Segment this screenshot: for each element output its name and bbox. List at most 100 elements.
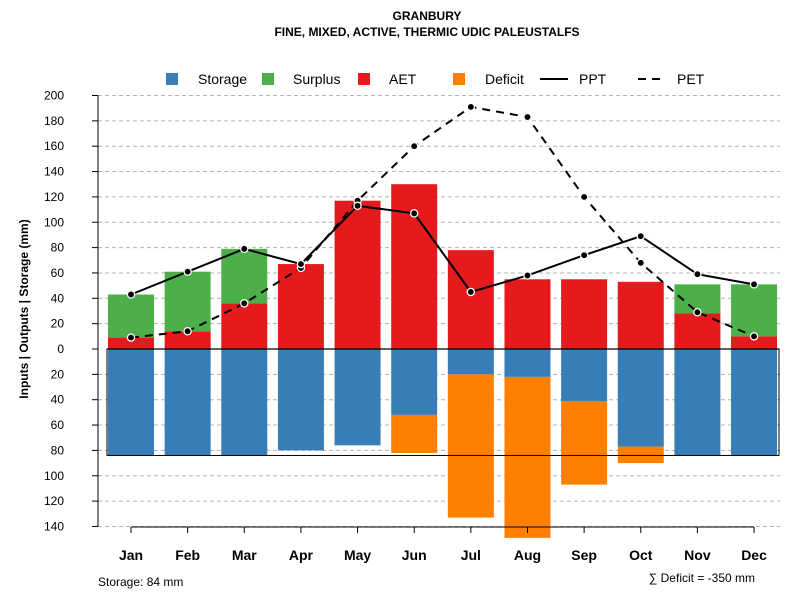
pet-point <box>126 333 136 342</box>
ppt-point <box>749 280 759 289</box>
pet-point <box>523 112 532 122</box>
y-tick-label: 140 <box>44 165 64 179</box>
aet-bar <box>391 184 438 349</box>
aet-bar <box>504 279 551 349</box>
y-axis-label: Inputs | Outputs | Storage (mm) <box>17 219 31 398</box>
gridlines <box>98 95 780 527</box>
pet-point <box>183 327 192 336</box>
x-tick-label: Oct <box>629 547 653 563</box>
aet-bar <box>731 336 778 349</box>
y-tick-label: 120 <box>44 190 64 204</box>
y-tick-label: 0 <box>57 342 64 356</box>
ppt-point <box>579 250 589 260</box>
ppt-point <box>126 290 136 299</box>
storage-bar <box>674 349 721 456</box>
legend-label-storage: Storage <box>198 71 247 87</box>
y-tick-label: 20 <box>51 367 65 381</box>
y-tick-label: 60 <box>51 418 65 432</box>
legend-label-deficit: Deficit <box>485 71 524 87</box>
legend-label-pet: PET <box>677 71 705 87</box>
pet-point <box>579 192 589 202</box>
x-tick-label: Nov <box>684 547 711 563</box>
aet-bar <box>617 281 664 349</box>
y-tick-label: 100 <box>44 215 64 229</box>
ppt-point <box>240 244 249 254</box>
y-tick-label: 120 <box>44 494 64 508</box>
legend-label-ppt: PPT <box>579 71 607 87</box>
storage-bar <box>617 349 664 447</box>
storage-bar <box>504 349 551 377</box>
storage-bar <box>391 349 438 415</box>
surplus-bar <box>221 248 268 304</box>
ppt-point <box>636 231 646 241</box>
x-tick-label: Aug <box>514 547 541 563</box>
x-tick-label: Jul <box>461 547 481 563</box>
storage-bar <box>731 349 778 456</box>
x-tick-label: Jan <box>119 547 143 563</box>
storage-bar <box>108 349 154 456</box>
y-tick-label: 80 <box>51 443 65 457</box>
x-tick-label: Mar <box>232 547 257 563</box>
legend: Storage Surplus AET Deficit PPT PET <box>166 71 705 87</box>
storage-bar <box>221 349 268 456</box>
y-tick-label: 200 <box>44 89 64 103</box>
pet-point <box>636 258 646 268</box>
storage-note: Storage: 84 mm <box>98 575 183 589</box>
x-tick-label: Jun <box>402 547 427 563</box>
surplus-bar <box>731 284 778 337</box>
x-tick-label: Sep <box>571 547 597 563</box>
pet-point <box>409 141 419 151</box>
surplus-bar <box>164 271 211 332</box>
y-tick-label: 40 <box>51 291 65 305</box>
x-tick-label: May <box>344 547 371 563</box>
legend-swatch-storage <box>166 73 178 85</box>
legend-label-surplus: Surplus <box>293 71 340 87</box>
ppt-point <box>693 269 702 279</box>
x-tick-label: Apr <box>289 547 314 563</box>
ppt-point <box>353 201 362 211</box>
ppt-point <box>466 287 476 297</box>
storage-bar <box>164 349 211 456</box>
aet-bar <box>164 331 211 349</box>
deficit-bar <box>561 400 608 485</box>
pet-point <box>749 332 759 341</box>
chart-subtitle: FINE, MIXED, ACTIVE, THERMIC UDIC PALEUS… <box>274 25 579 39</box>
deficit-bar <box>504 376 551 538</box>
y-tick-label: 140 <box>44 519 64 533</box>
bars <box>106 184 780 538</box>
deficit-bar <box>617 446 664 464</box>
surplus-bar <box>108 294 154 338</box>
pet-point <box>693 307 702 317</box>
legend-label-aet: AET <box>389 71 417 87</box>
storage-bar <box>447 349 494 375</box>
deficit-bar <box>447 374 494 518</box>
axes: 2001801601401201008060402002040608010012… <box>44 89 767 564</box>
ppt-point <box>183 267 192 276</box>
legend-swatch-aet <box>358 73 370 85</box>
y-tick-label: 180 <box>44 114 64 128</box>
storage-bar <box>277 349 324 451</box>
ppt-point <box>296 259 306 269</box>
pet-line <box>130 105 755 339</box>
x-tick-label: Dec <box>741 547 767 563</box>
ppt-point <box>523 271 532 280</box>
y-tick-label: 100 <box>44 469 64 483</box>
ppt-line <box>130 204 755 296</box>
legend-swatch-surplus <box>262 73 274 85</box>
aet-bar <box>108 337 154 349</box>
deficit-bar <box>391 414 438 453</box>
aet-bar <box>447 250 494 349</box>
legend-swatch-deficit <box>453 73 465 85</box>
y-tick-label: 20 <box>51 317 65 331</box>
pet-point <box>240 299 249 308</box>
storage-bar <box>334 349 381 446</box>
chart-title: GRANBURY <box>393 9 462 23</box>
pet-point <box>466 102 476 112</box>
aet-bar <box>561 279 608 349</box>
x-tick-label: Feb <box>175 547 200 563</box>
y-tick-label: 160 <box>44 139 64 153</box>
ppt-point <box>409 209 419 218</box>
y-tick-label: 60 <box>51 266 65 280</box>
deficit-note: ∑ Deficit = -350 mm <box>649 571 755 585</box>
